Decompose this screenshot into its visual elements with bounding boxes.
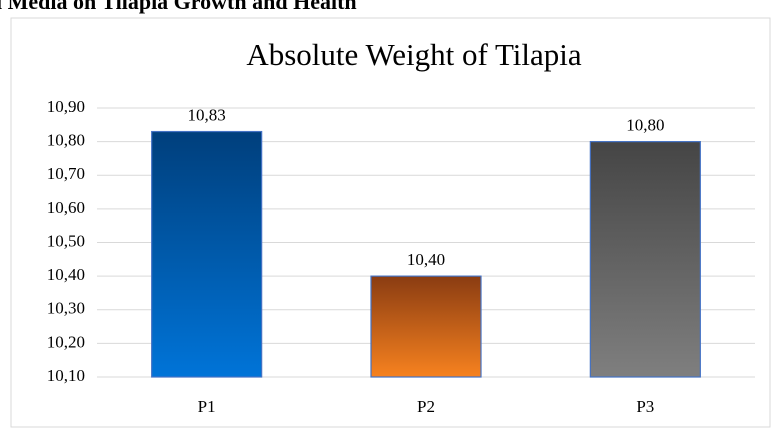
bar xyxy=(370,275,482,378)
data-label: 10,83 xyxy=(188,105,226,124)
y-tick-label: 10,70 xyxy=(47,164,85,183)
chart-title: Absolute Weight of Tilapia xyxy=(246,37,582,72)
y-tick-label: 10,60 xyxy=(47,198,85,217)
x-tick-label: P3 xyxy=(636,397,654,416)
data-label: 10,80 xyxy=(626,116,664,135)
x-tick-label: P1 xyxy=(198,397,216,416)
page-heading: l Media on Tilapia Growth and Health xyxy=(0,0,357,14)
x-tick-label: P2 xyxy=(417,397,435,416)
y-tick-label: 10,90 xyxy=(47,97,85,116)
y-tick-label: 10,50 xyxy=(47,231,85,250)
y-tick-label: 10,20 xyxy=(47,332,85,351)
y-tick-label: 10,80 xyxy=(47,131,85,150)
bar xyxy=(589,141,701,378)
data-label: 10,40 xyxy=(407,250,445,269)
bar xyxy=(151,130,263,378)
y-tick-label: 10,30 xyxy=(47,299,85,318)
y-tick-label: 10,10 xyxy=(47,366,85,385)
y-tick-label: 10,40 xyxy=(47,265,85,284)
